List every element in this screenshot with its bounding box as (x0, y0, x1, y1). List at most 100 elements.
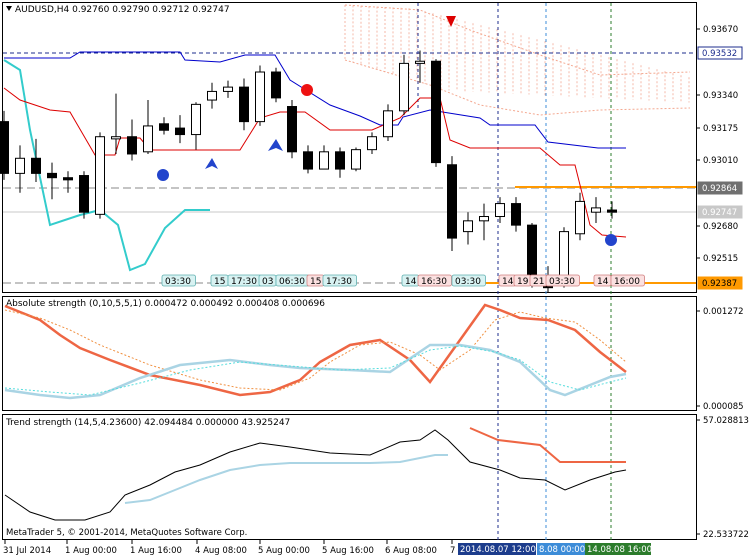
price-tick-label: 0.93340 (703, 91, 738, 101)
trend-black-line (4, 429, 627, 521)
time-tag: 17:30 (322, 274, 357, 287)
price-badge-box (697, 46, 743, 60)
bull-candle (479, 216, 489, 222)
bull-candle (591, 207, 601, 213)
bull-candle (111, 136, 121, 140)
time-tag-label: 03 (262, 277, 273, 287)
blue-dot-icon-2 (605, 234, 617, 246)
trend-strength-header: Trend strength (14,5,4.23600) 42.094484 … (5, 418, 290, 428)
bear-candle (0, 121, 9, 174)
bull-candle (15, 157, 25, 174)
bear-candle (303, 151, 313, 170)
price-badge-label: 0.93532 (702, 49, 737, 59)
price-badge: 0.92747 (697, 205, 743, 219)
price-tick-label: 0.93670 (703, 25, 738, 35)
time-tag: 17:30 (227, 274, 262, 287)
blue-dot-icon (157, 169, 169, 181)
kijun-line (4, 51, 626, 149)
bear-candle (175, 127, 185, 136)
time-tag: 06:30 (275, 274, 310, 287)
time-tag: 03:30 (161, 274, 196, 287)
bull-candle (143, 125, 153, 153)
bull-candle (255, 71, 265, 123)
trend-blue-line (124, 454, 448, 504)
bear-candle (511, 203, 521, 226)
bear-candle (287, 106, 297, 153)
time-tag-label: 03:30 (455, 277, 481, 287)
time-tag: 14 (593, 274, 612, 287)
main-panel[interactable] (2, 2, 697, 293)
price-tick-label: 0.92680 (703, 222, 738, 232)
trend-axis: 57.028813 22.533722 (696, 416, 749, 540)
time-tag: 21 (529, 274, 548, 287)
buy-arrow-icon-2 (268, 139, 283, 151)
time-tag-box (451, 274, 486, 287)
time-tick-label: 1 Aug 00:00 (65, 546, 117, 556)
time-tags: 03:30 15 17:30 03 06:30 15 17:30 14 16:30 03:30 14… (161, 274, 645, 287)
time-tag: 19 (513, 274, 532, 287)
bear-candle (31, 157, 41, 174)
symbol-header: AUDUSD,H4 0.92760 0.92790 0.92712 0.9274… (15, 5, 230, 15)
bear-candle (127, 136, 137, 155)
time-badge: 8.08 00:00 (537, 543, 585, 555)
time-badge-label: 14.08.08 16:00 (587, 545, 652, 555)
bull-candle (351, 149, 361, 170)
time-tag-label: 14 (597, 277, 609, 287)
bear-candle (239, 86, 249, 123)
bear-candle (607, 209, 617, 213)
time-tag-box (322, 274, 357, 287)
red-dot-icon (301, 84, 313, 96)
trend-red-line (469, 427, 626, 463)
absolute-strength-header: Absolute strength (0,10,5,5,1) 0.000472 … (6, 299, 325, 309)
price-badge-box (697, 205, 743, 219)
cloud-lower-span (344, 59, 691, 116)
bear-candle (79, 175, 89, 213)
time-tag: 16:00 (610, 274, 645, 287)
time-badge: 2014.08.07 12:00 (458, 543, 536, 555)
time-tick-label: 4 Aug 08:00 (195, 546, 247, 556)
time-tick-label: 5 Aug 00:00 (258, 546, 310, 556)
absolute-strength-panel[interactable] (2, 296, 697, 411)
time-tag: 16:30 (417, 274, 452, 287)
time-tag: 14 (401, 274, 420, 287)
signal-markers (157, 16, 617, 246)
trend-strength-panel[interactable] (2, 414, 697, 540)
time-badge-label: 2014.08.07 12:00 (460, 545, 536, 555)
bear-candle (271, 71, 281, 99)
time-axis: 31 Jul 2014 1 Aug 00:00 1 Aug 16:00 4 Aug 0… (3, 540, 455, 556)
time-tag: 14 (498, 274, 517, 287)
bear-candle (47, 172, 57, 179)
price-badge-box (697, 181, 743, 195)
bull-candle (463, 220, 473, 233)
time-badge-box (585, 543, 651, 555)
price-axis: 0.93670 0.93340 0.93175 0.93010 0.92680 0.925… (696, 25, 743, 290)
time-tag-label: 21 (533, 277, 544, 287)
time-badge-box (458, 543, 536, 555)
buy-arrow-icon (205, 158, 218, 169)
time-badges: 2014.08.07 12:00 8.08 00:00 14.08.08 16:00 (458, 543, 652, 555)
bear-candle (527, 224, 537, 278)
time-tick-label: 7 (450, 546, 455, 556)
bull-candle (575, 200, 585, 235)
time-tag: 03:30 (545, 274, 580, 287)
price-badge: 0.92864 (697, 181, 743, 195)
trend-axis-bottom-label: 22.533722 (703, 530, 749, 540)
price-tick-label: 0.93175 (703, 124, 738, 134)
time-tag-box (417, 274, 452, 287)
price-badge-box (697, 276, 743, 290)
time-tag-label: 17:30 (231, 277, 257, 287)
bear-candle (447, 164, 457, 239)
time-badge-label: 8.08 00:00 (539, 545, 585, 555)
abs-red-dashed (4, 309, 627, 391)
time-tag-box (610, 274, 645, 287)
time-tick-label: 5 Aug 16:00 (322, 546, 374, 556)
sell-arrow-icon (446, 16, 456, 27)
time-tag: 15 (210, 274, 229, 287)
bull-candle (207, 90, 217, 101)
abs-blue-dashed (4, 345, 627, 396)
bull-candle (95, 136, 105, 215)
time-tag-label: 16:00 (614, 277, 640, 287)
bear-candle (159, 123, 169, 131)
time-tag-box (161, 274, 196, 287)
